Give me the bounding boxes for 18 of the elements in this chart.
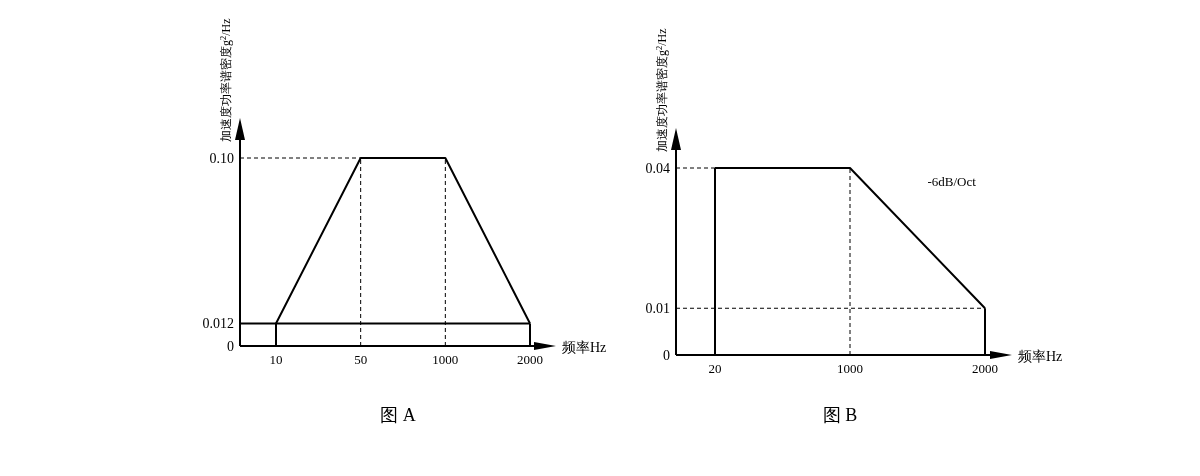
x-tick-label: 20 (708, 361, 722, 376)
x-tick-label: 50 (354, 352, 368, 367)
x-tick-label: 2000 (517, 352, 543, 367)
y-tick-label: 0.01 (645, 301, 670, 317)
y-tick-label: 0 (663, 347, 670, 363)
y-tick-label: 0.10 (209, 150, 234, 166)
annotation: -6dB/Oct (927, 174, 977, 189)
y-tick-label: 0.012 (202, 316, 234, 332)
y-tick-label: 0 (227, 338, 234, 354)
x-axis-title: 频率Hz (562, 340, 607, 355)
text: 图 A (380, 405, 416, 425)
text: 图 B (822, 405, 858, 425)
x-axis-title: 频率Hz (1018, 349, 1063, 364)
x-tick-label: 1000 (432, 352, 459, 367)
x-tick-label: 10 (269, 352, 283, 367)
x-tick-label: 1000 (837, 361, 863, 376)
y-tick-label: 0.04 (645, 160, 670, 176)
x-tick-label: 2000 (972, 361, 998, 376)
